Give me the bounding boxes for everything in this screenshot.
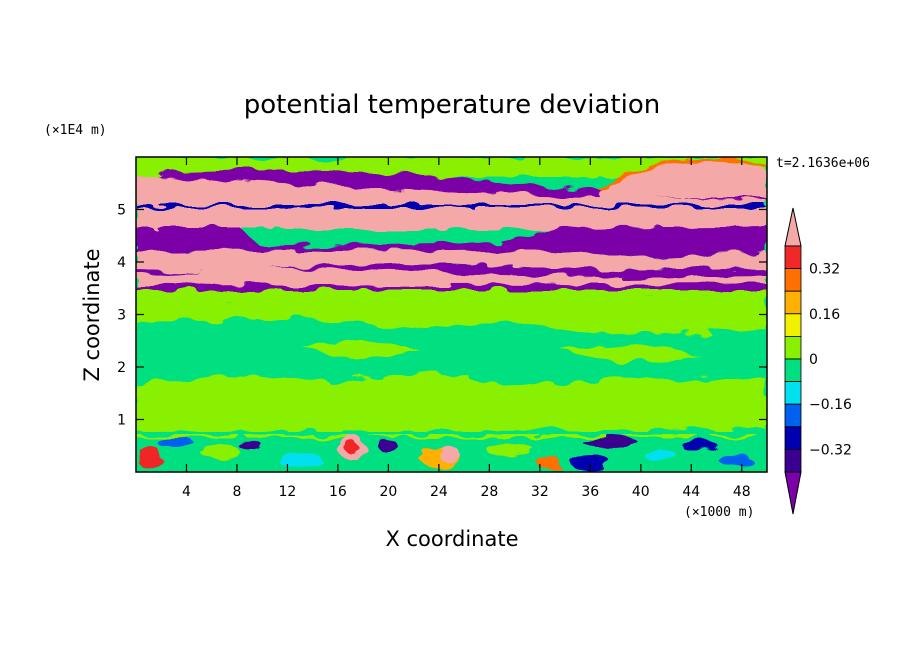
colorbar-box [784,335,802,360]
colorbar: 0.32 0.16 0 −0.16 −0.32 [784,207,852,515]
x-tick-label: 36 [581,484,599,500]
mid-layer [136,296,767,432]
surface-top-line [136,434,767,437]
colorbar-label: 0.16 [809,307,840,323]
band-orange-rim [598,157,767,192]
colorbar-box [784,245,802,270]
band-blue-line [136,205,767,208]
band-pink-mid [136,208,767,230]
band-pink-topright [600,161,767,198]
lime-patch [136,296,767,335]
y-axis: 1 2 3 4 5 [117,203,767,429]
band-pink-b [136,250,767,272]
eddy [644,449,676,461]
x-tick-label: 4 [182,484,191,500]
eddy [138,446,162,470]
y-tick-label: 4 [117,255,126,271]
eddy [582,437,638,447]
eddy [238,440,262,450]
y-units-label: (×1E4 m) [44,123,107,138]
colorbar-box [784,290,802,315]
eddy [278,452,322,468]
x-axis-title: X coordinate [385,527,518,551]
band-purple-a [136,226,767,258]
x-tick-label: 44 [682,484,700,500]
eddy [378,440,398,452]
time-label: t=2.1636e+06 [776,156,870,171]
y-tick-label: 2 [117,360,126,376]
colorbar-box [784,426,802,450]
x-tick-label: 8 [232,484,241,500]
y-tick-label: 1 [117,413,126,429]
eddy [536,456,560,468]
eddy [682,440,718,452]
eddy [570,454,610,470]
lime-patch [560,345,700,364]
colorbar-label: 0.32 [809,262,840,278]
y-axis-title: Z coordinate [80,248,104,381]
x-tick-label: 32 [531,484,549,500]
y-tick-label: 3 [117,308,126,324]
eddy [440,446,460,464]
y-tick-label: 5 [117,203,126,219]
eddy [157,436,193,448]
x-tick-label: 20 [379,484,397,500]
eddy [200,445,240,459]
colorbar-box [784,381,802,405]
band-pink-low [136,268,767,286]
colorbar-box [784,403,802,428]
upper-bands [136,157,767,302]
x-units-label: (×1000 m) [684,505,754,520]
x-tick-label: 16 [329,484,347,500]
eddy [719,453,751,467]
x-axis: 4 8 12 16 20 24 28 32 36 40 44 48 [182,157,751,500]
x-tick-label: 48 [733,484,751,500]
x-tick-label: 12 [279,484,297,500]
eddy [486,444,534,456]
colorbar-box [784,448,802,473]
eddy [345,442,359,454]
band-lime-under [136,290,767,302]
colorbar-label: −0.32 [809,442,852,458]
lime-patch [300,340,420,362]
colorbar-bottom-arrow [784,471,802,515]
band-pink-upper [136,176,767,212]
plot-area [136,157,767,472]
colorbar-label: −0.16 [809,397,852,413]
chart-title: potential temperature deviation [244,90,660,120]
x-tick-label: 28 [480,484,498,500]
surface-layer [136,434,767,472]
colorbar-box [784,313,802,337]
colorbar-top-arrow [784,207,802,247]
x-tick-label: 40 [632,484,650,500]
colorbar-box [784,268,802,292]
colorbar-box [784,358,802,383]
colorbar-label: 0 [809,352,818,368]
x-tick-label: 24 [430,484,448,500]
lime-patch [136,372,767,432]
